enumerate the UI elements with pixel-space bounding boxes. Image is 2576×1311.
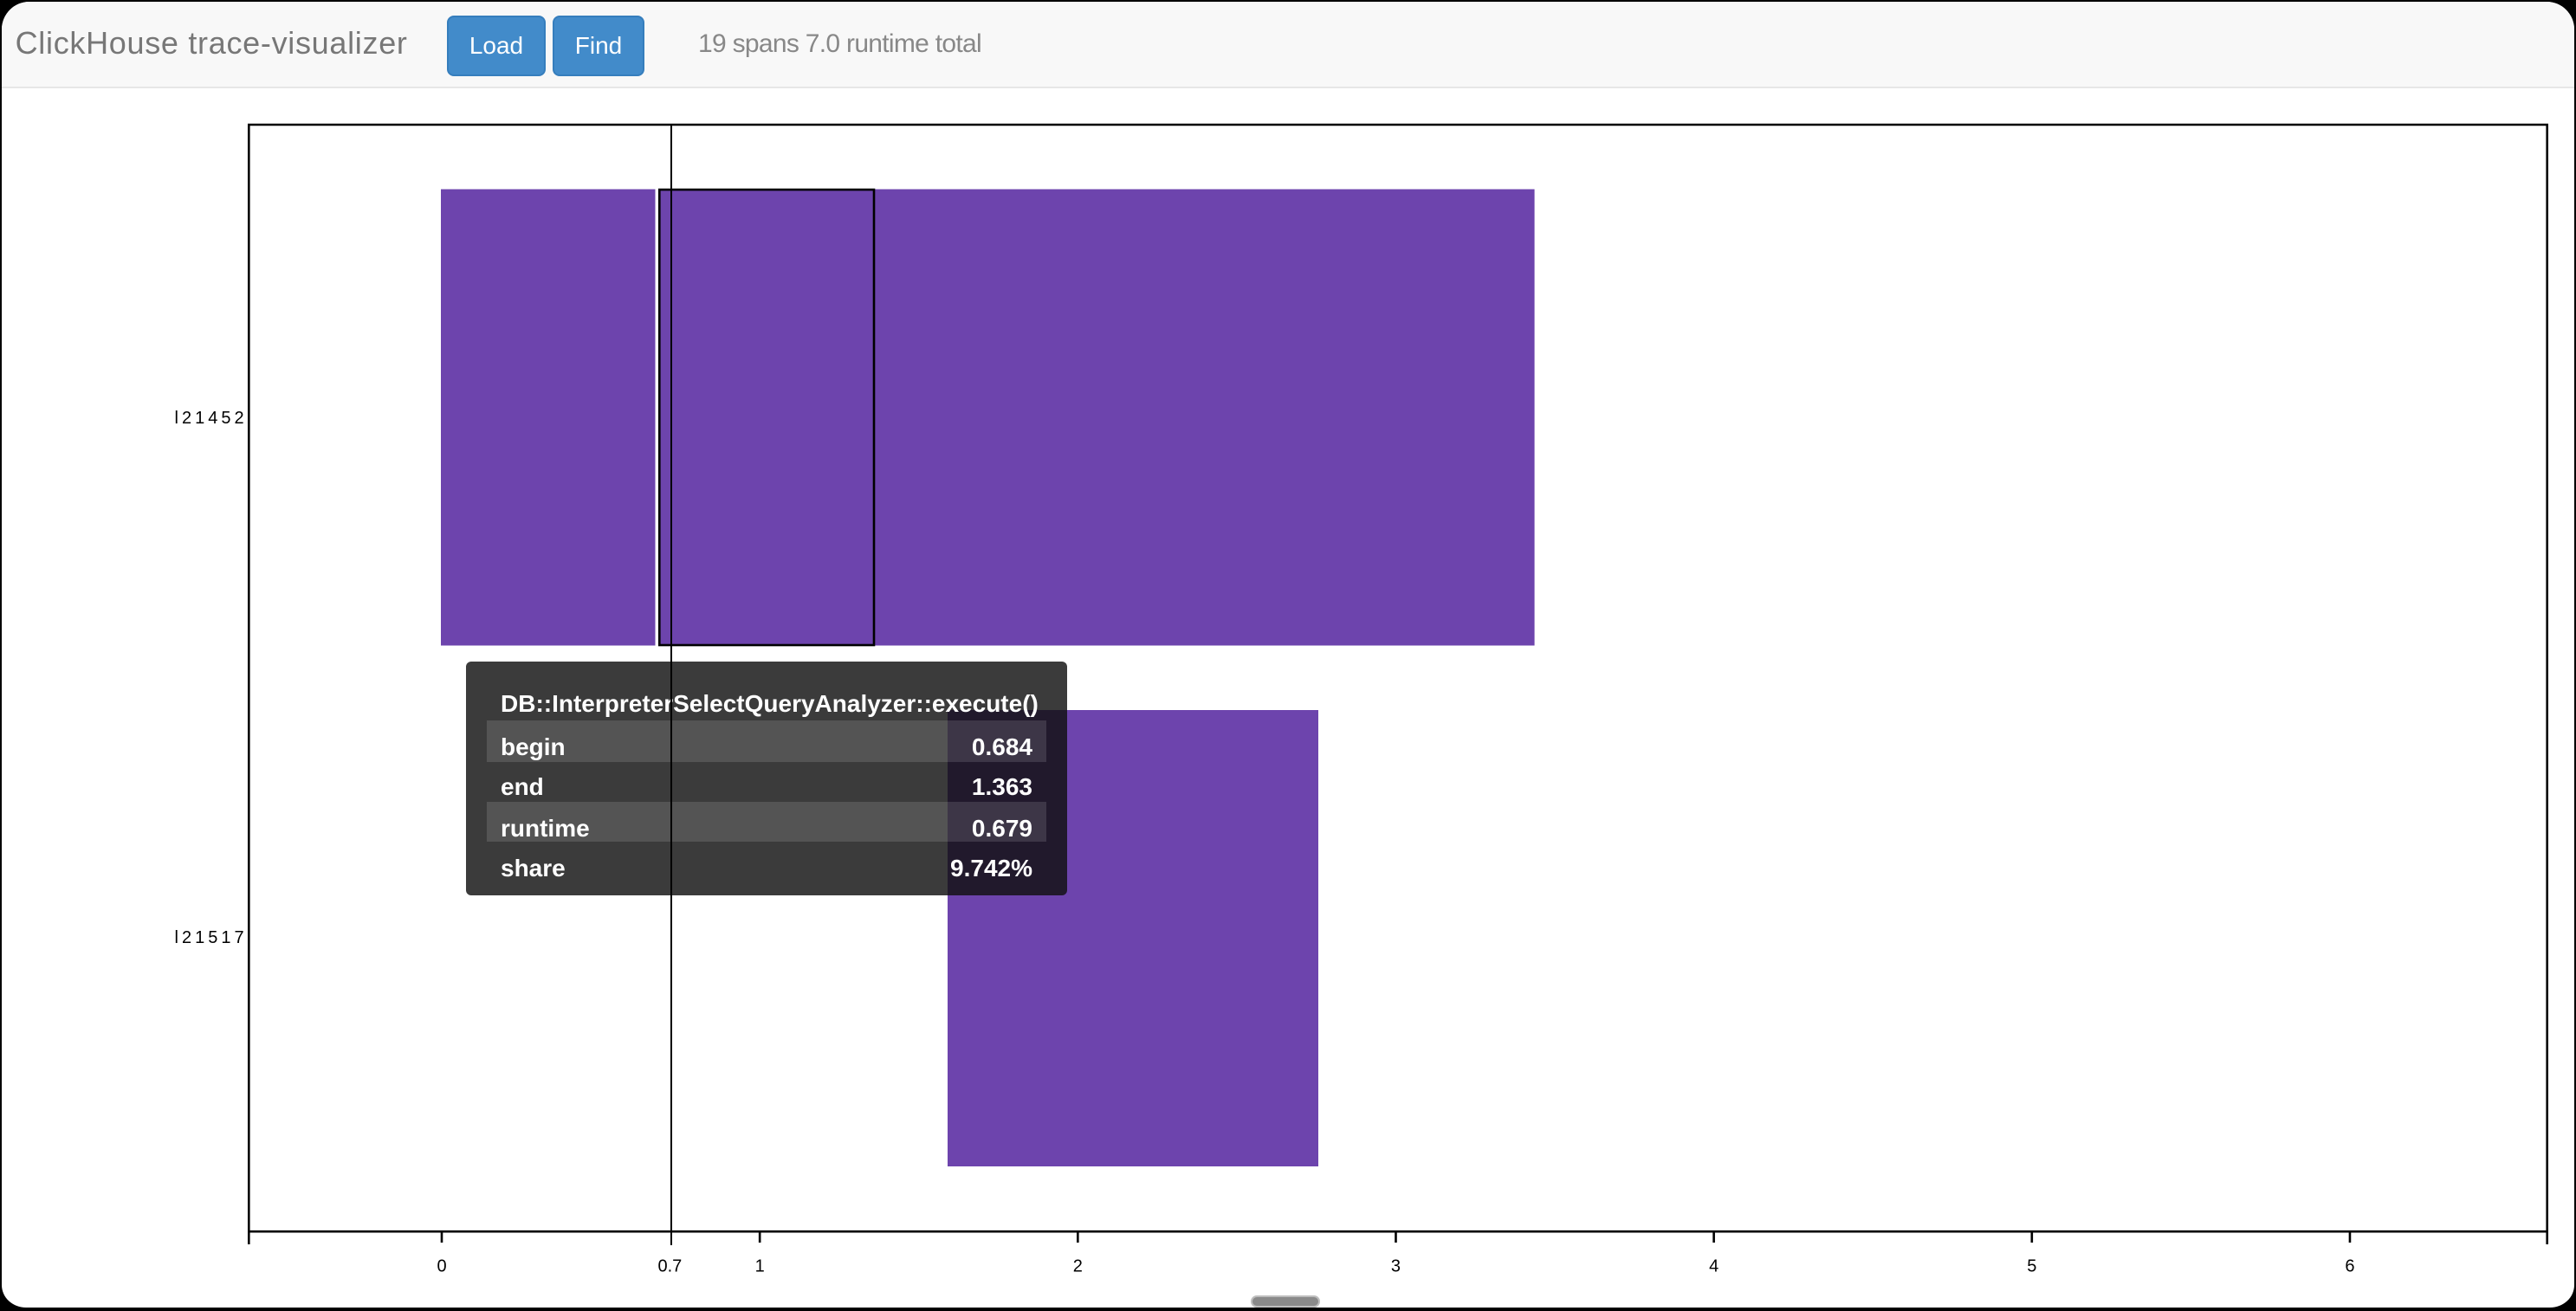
svg-text:l21517: l21517	[175, 928, 248, 947]
svg-text:l21452: l21452	[175, 409, 248, 428]
svg-text:1: 1	[755, 1256, 765, 1275]
svg-text:5: 5	[2027, 1256, 2036, 1275]
svg-text:2: 2	[1073, 1256, 1083, 1275]
svg-text:3: 3	[1391, 1256, 1401, 1275]
svg-text:6: 6	[2345, 1256, 2354, 1275]
svg-text:0.7: 0.7	[657, 1256, 682, 1275]
svg-text:0: 0	[437, 1256, 446, 1275]
svg-text:4: 4	[1709, 1256, 1718, 1275]
